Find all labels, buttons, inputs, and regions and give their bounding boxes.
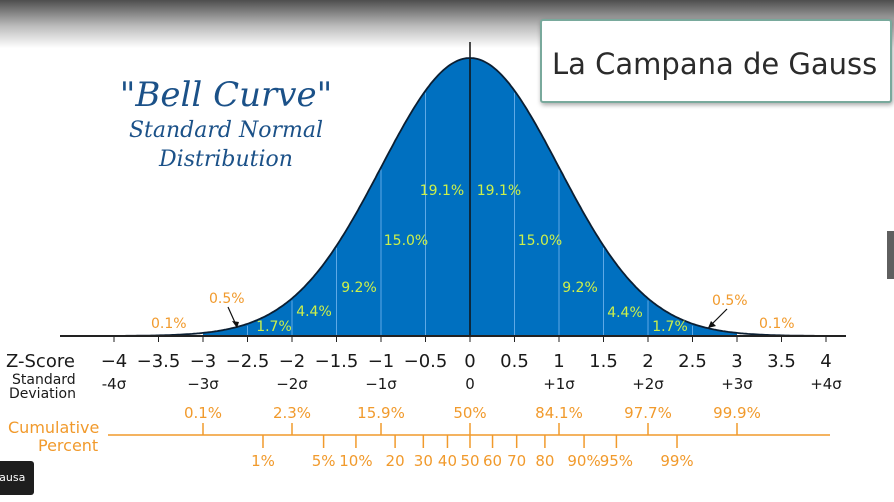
band-label: 4.4% [296,304,332,320]
zscore-tick-label: −1.5 [315,351,359,372]
std-dev-ticks: -4σ −3σ −2σ −1σ 0 +1σ +2σ +3σ +4σ [102,375,843,393]
band-label: 9.2% [341,280,377,296]
cumulative-lower-label: 99% [660,452,693,470]
cumulative-lower-label: 10% [339,452,372,470]
zscore-tick-label: −2 [279,351,306,372]
cumulative-label-2: Percent [38,436,98,455]
cumulative-row: Cumulative Percent 0.1% 2.3% 15.9% 50% 84.1%… [8,404,830,470]
zscore-tick-label: 3.5 [767,351,796,372]
cumulative-lower-label: 5% [312,452,336,470]
title-box-text: La Campana de Gauss [552,47,878,81]
std-dev-tick-label: +4σ [810,375,842,393]
cumulative-lower-label: 20 [386,452,405,470]
band-label: 4.4% [607,305,643,321]
cumulative-lower-label: 95% [600,452,633,470]
title-box: La Campana de Gauss [540,19,892,103]
tail-callout-left: 0.5% [209,291,245,307]
curve-outline [122,57,818,337]
zscore-row: Z-Score −4 −3.5 −3 −2.5 −2 −1.5 −1 −0.5 0 0.5 1 1.5… [6,335,846,372]
std-dev-tick-label: -4σ [102,375,127,393]
cumulative-lower-label: 40 [438,452,457,470]
cumulative-upper-label: 0.1% [184,404,222,422]
std-dev-tick-label: −1σ [365,375,397,393]
zscore-tick-label: 2.5 [678,351,707,372]
cumulative-upper-label: 84.1% [535,404,583,422]
curve-layer [122,42,818,337]
zscore-tick-label: 1 [553,351,564,372]
heading-subtitle-1: Standard Normal [129,118,323,143]
tail-arrow-right-head [708,321,716,328]
side-panel-handle[interactable] [887,231,894,279]
std-dev-tick-label: +2σ [632,375,664,393]
tail-callout-right: 0.5% [712,293,748,309]
extreme-tail-left: 0.1% [151,316,187,332]
zscore-tick-label: 3 [731,351,742,372]
cumulative-lower-label: 60 [483,452,502,470]
cumulative-upper-label: 2.3% [273,404,311,422]
tail-annotations: 0.5% 0.5% 0.1% 0.1% [151,291,795,332]
zscore-tick-label: 0 [464,351,475,372]
zscore-tick-label: 0.5 [500,351,529,372]
std-dev-tick-label: −3σ [187,375,219,393]
band-label: 19.1% [420,183,464,199]
cumulative-upper-label: 50% [453,404,486,422]
std-dev-tick-label: +3σ [721,375,753,393]
cumulative-lower-label: 50 [460,452,479,470]
zscore-tick-label: −3 [190,351,217,372]
cumulative-lower-ticks: 1% 5% 10% 20 30 40 50 60 70 80 90%95% 99% [251,435,694,470]
band-label: 1.7% [652,319,688,335]
zscore-tick-label: 1.5 [589,351,618,372]
band-label: 1.7% [256,319,292,335]
heading: "Bell Curve" Standard Normal Distributio… [120,75,332,172]
cumulative-upper-ticks: 0.1% 2.3% 15.9% 50% 84.1% 97.7% 99.9% [184,404,761,435]
band-labels: 1.7%4.4%9.2%15.0%19.1% 19.1%15.0%9.2%4.4%… [256,183,688,335]
std-dev-tick-label: +1σ [543,375,575,393]
cumulative-upper-label: 15.9% [357,404,405,422]
zscore-tick-label: −2.5 [226,351,270,372]
cumulative-lower-label: 90% [567,452,600,470]
cumulative-lower-label: 70 [507,452,526,470]
cumulative-upper-label: 99.9% [713,404,761,422]
std-dev-row: Standard Deviation -4σ −3σ −2σ −1σ 0 +1σ +2σ +3… [9,372,842,402]
heading-subtitle-2: Distribution [158,147,293,172]
cumulative-lower-label: 30 [414,452,433,470]
cumulative-lower-label: 80 [535,452,554,470]
zscore-tick-label: −0.5 [404,351,448,372]
zscore-tick-label: −4 [101,351,128,372]
zscore-tick-label: 4 [820,351,831,372]
zscore-tick-label: −3.5 [137,351,181,372]
cumulative-lower-label: 1% [251,452,275,470]
tail-arrow-left-head [232,321,239,328]
band-label: 15.0% [518,233,562,249]
extreme-tail-right: 0.1% [759,316,795,332]
band-label: 15.0% [384,233,428,249]
cumulative-label-1: Cumulative [8,418,99,437]
zscore-tick-label: −1 [368,351,395,372]
zscore-ticks: −4 −3.5 −3 −2.5 −2 −1.5 −1 −0.5 0 0.5 1 1.5 2 2.5 3 3.5… [101,336,832,372]
std-dev-label-1: Standard [12,372,76,388]
cumulative-upper-label: 97.7% [624,404,672,422]
zscore-label: Z-Score [6,351,75,372]
zscore-tick-label: 2 [642,351,653,372]
std-dev-label-2: Deviation [9,386,76,402]
heading-title: "Bell Curve" [120,75,332,115]
band-label: 19.1% [477,183,521,199]
std-dev-tick-label: −2σ [276,375,308,393]
band-label: 9.2% [562,280,598,296]
std-dev-tick-label: 0 [465,375,475,393]
pause-label: Pausa [0,471,26,484]
pause-badge[interactable]: Pausa [0,461,34,495]
